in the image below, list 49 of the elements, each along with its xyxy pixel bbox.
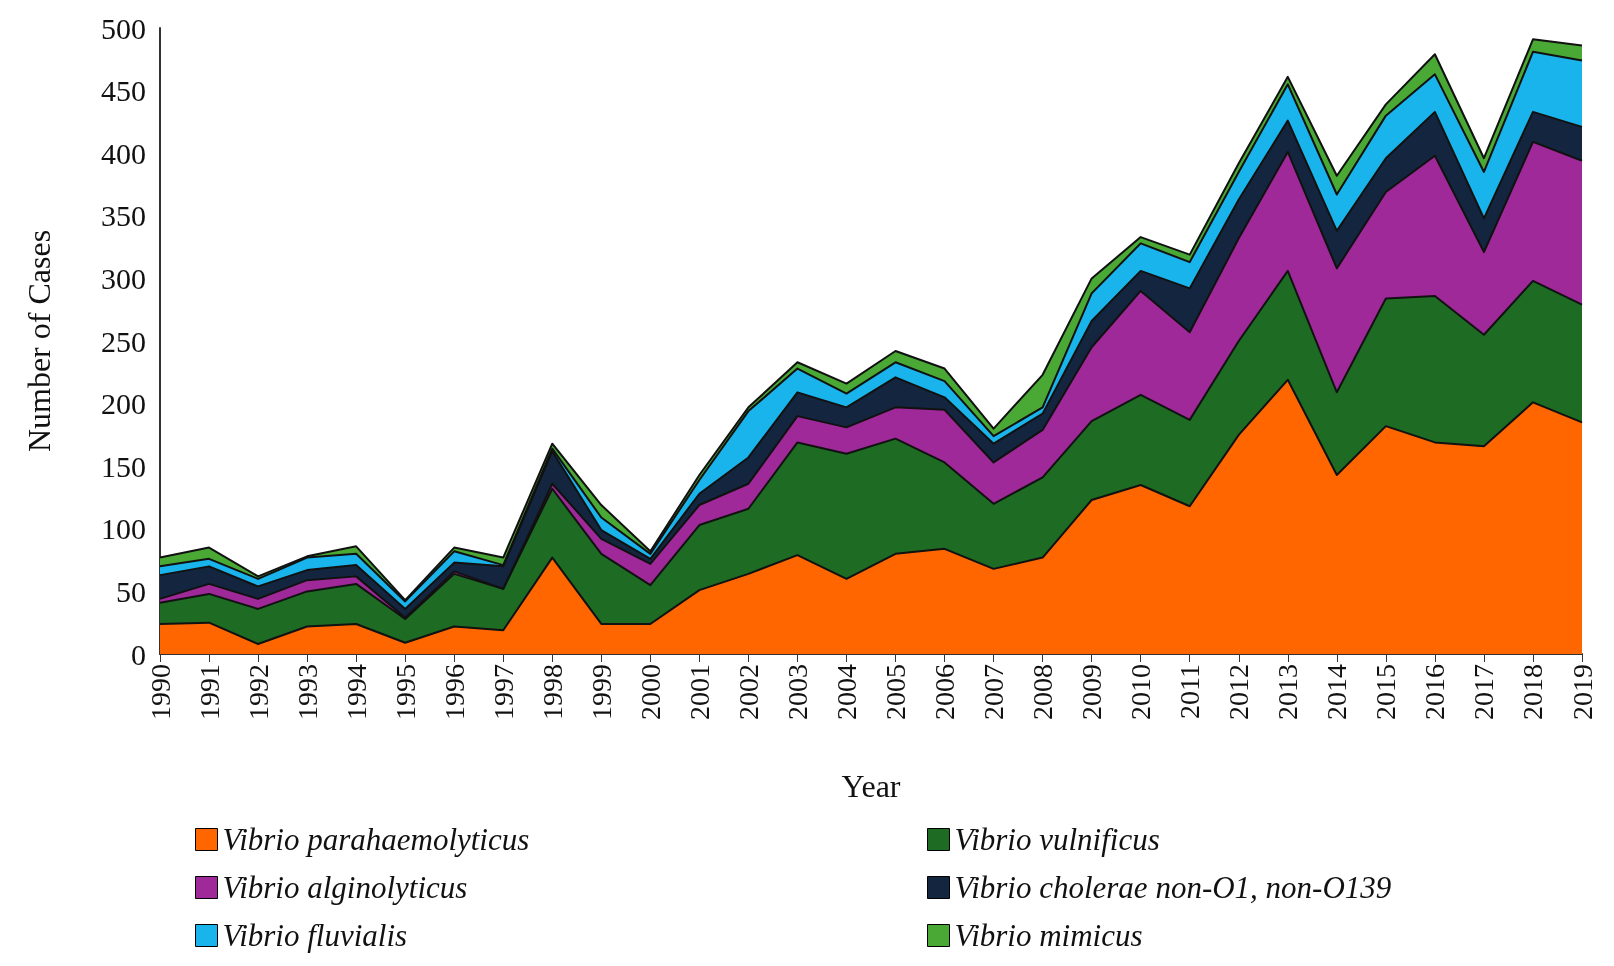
x-tick-label: 2004 xyxy=(830,664,862,720)
x-tick-label: 2015 xyxy=(1370,664,1402,720)
legend-label: Vibrio mimicus xyxy=(954,918,1143,953)
x-tick-label: 2019 xyxy=(1566,664,1598,720)
y-tick-label: 350 xyxy=(101,199,146,233)
legend-label: Vibrio alginolyticus xyxy=(222,870,468,905)
x-tick-label: 2008 xyxy=(1027,664,1059,720)
y-tick-label: 0 xyxy=(131,637,146,671)
y-tick-label: 250 xyxy=(101,324,146,358)
x-tick-label: 2014 xyxy=(1321,664,1353,720)
x-axis-title: Year xyxy=(841,768,901,804)
x-tick-label: 2012 xyxy=(1223,664,1255,720)
x-tick-label: 2017 xyxy=(1468,664,1500,720)
y-tick-label: 500 xyxy=(101,11,146,45)
x-tick-label: 1996 xyxy=(438,664,470,720)
y-axis-title: Number of Cases xyxy=(21,229,57,453)
x-tick-label: 1999 xyxy=(585,664,617,720)
legend-label: Vibrio cholerae non-O1, non-O139 xyxy=(954,870,1392,905)
y-tick-label: 50 xyxy=(116,574,146,608)
legend-label: Vibrio fluvialis xyxy=(222,918,408,953)
y-tick-label: 450 xyxy=(101,74,146,108)
x-tick-label: 1992 xyxy=(242,664,274,720)
x-tick-label: 2003 xyxy=(781,664,813,720)
y-tick-label: 150 xyxy=(101,449,146,483)
legend-label: Vibrio vulnificus xyxy=(954,822,1160,857)
y-tick-label: 200 xyxy=(101,387,146,421)
x-tick-label: 1990 xyxy=(144,664,176,720)
x-tick-label: 2009 xyxy=(1076,664,1108,720)
x-tick-label: 2011 xyxy=(1174,664,1206,719)
x-tick-label: 2016 xyxy=(1419,664,1451,720)
x-tick-label: 2000 xyxy=(634,664,666,720)
x-tick-label: 1995 xyxy=(389,664,421,720)
x-tick-label: 2005 xyxy=(880,664,912,720)
x-tick-label: 1997 xyxy=(487,664,519,720)
x-tick-label: 2001 xyxy=(683,664,715,720)
x-tick-label: 2018 xyxy=(1517,664,1549,720)
x-tick-label: 1993 xyxy=(291,664,323,720)
x-tick-label: 1998 xyxy=(536,664,568,720)
legend-label: Vibrio parahaemolyticus xyxy=(222,822,530,857)
x-tick-label: 2002 xyxy=(732,664,764,720)
x-tick-label: 2013 xyxy=(1272,664,1304,720)
x-tick-label: 2006 xyxy=(929,664,961,720)
x-tick-label: 1991 xyxy=(193,664,225,720)
y-tick-label: 400 xyxy=(101,136,146,170)
x-tick-label: 2010 xyxy=(1125,664,1157,720)
y-tick-label: 100 xyxy=(101,512,146,546)
x-tick-label: 1994 xyxy=(340,664,372,720)
y-tick-label: 300 xyxy=(101,261,146,295)
x-tick-label: 2007 xyxy=(978,664,1010,720)
